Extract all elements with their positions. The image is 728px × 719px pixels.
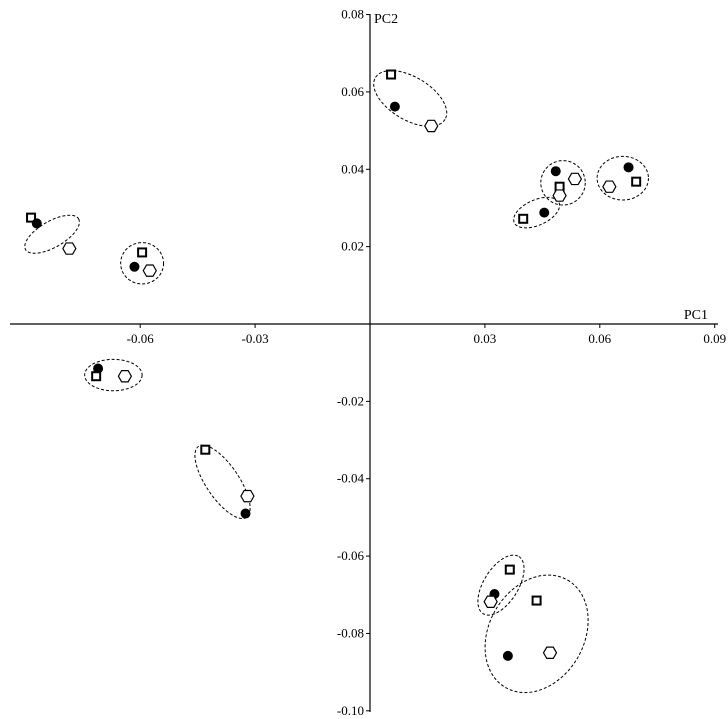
y-tick-label: 0.02 (341, 239, 364, 254)
x-axis-label: PC1 (684, 308, 708, 323)
point-square (386, 69, 397, 80)
group-ellipse-g9 (477, 554, 525, 616)
x-tick-label: -0.03 (242, 331, 269, 346)
point-square (631, 176, 642, 187)
point-square (91, 371, 102, 382)
y-tick-label: -0.04 (337, 471, 365, 486)
x-tick-label: 0.03 (474, 331, 497, 346)
axes (10, 14, 718, 712)
point-square (200, 444, 211, 455)
y-tick-label: -0.10 (337, 703, 364, 718)
point-square (26, 212, 37, 223)
data-points (26, 69, 642, 661)
point-dot (539, 207, 550, 218)
group-ellipse-g4 (540, 160, 586, 206)
y-tick-label: -0.06 (337, 548, 365, 563)
group-ellipse-g3 (373, 70, 448, 127)
point-hexagon (142, 264, 157, 277)
point-hexagon (240, 489, 255, 503)
point-square (137, 247, 148, 258)
point-hexagon (424, 119, 439, 133)
point-hexagon (117, 369, 133, 383)
point-hexagon (483, 595, 498, 608)
group-ellipse-g1 (24, 214, 80, 254)
point-hexagon (62, 242, 77, 255)
tick-labels: -0.06 -0.03 0.03 0.06 0.09 0.08 0.06 0.04 0.02 -0… (127, 7, 726, 718)
group-ellipse-g2 (120, 242, 165, 285)
point-dot (550, 166, 561, 177)
point-hexagon (567, 172, 583, 186)
point-dot (31, 218, 42, 229)
point-square (504, 564, 515, 575)
y-tick-label: -0.08 (337, 625, 364, 640)
point-dot (502, 650, 513, 661)
y-tick-label: 0.08 (341, 7, 364, 22)
point-dot (129, 261, 140, 272)
point-dot (623, 162, 634, 173)
point-hexagon (602, 180, 617, 193)
group-ellipse-g10 (484, 574, 589, 694)
y-axis-label: PC2 (374, 12, 398, 27)
group-ellipse-g7 (84, 358, 143, 392)
point-square (518, 213, 529, 224)
point-dot (240, 508, 251, 519)
y-tick-label: -0.02 (337, 393, 364, 408)
point-dot (93, 363, 104, 374)
point-hexagon (552, 189, 567, 202)
group-ellipse-g5 (513, 196, 561, 229)
point-hexagon (542, 646, 558, 660)
y-tick-label: 0.04 (341, 161, 364, 176)
group-ellipses (24, 70, 649, 694)
x-tick-label: 0.09 (703, 331, 726, 346)
x-tick-label: -0.06 (127, 331, 155, 346)
point-dot (389, 101, 400, 112)
x-tick-label: 0.06 (588, 331, 611, 346)
point-square (531, 595, 542, 606)
group-ellipse-g6 (596, 155, 649, 201)
y-tick-label: 0.06 (341, 84, 364, 99)
